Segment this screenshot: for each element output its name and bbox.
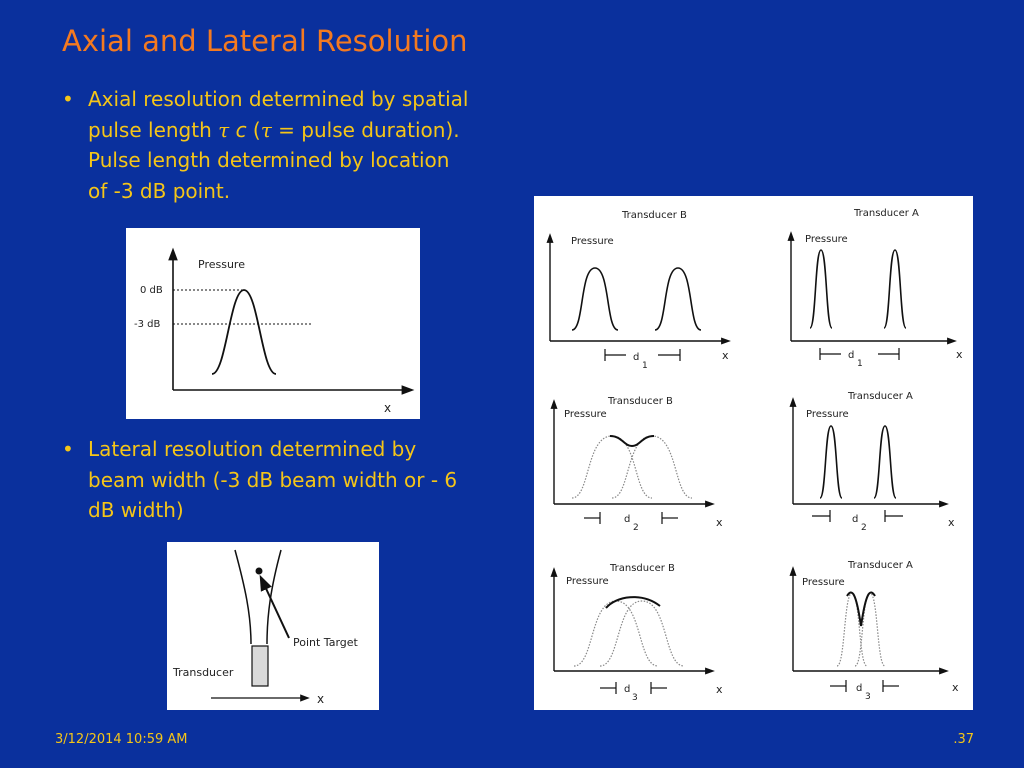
y-axis-label: Pressure (805, 234, 848, 245)
distance-label: d (856, 683, 862, 694)
x-axis-label: x (948, 516, 955, 529)
x-axis-label: x (716, 683, 723, 696)
combined-envelope (846, 591, 876, 627)
y-axis-label: Pressure (564, 409, 607, 420)
x-axis-label: x (317, 692, 324, 706)
distance-label: d (633, 352, 639, 363)
row-3: Transducer B Transducer A Pressure d 3 x… (550, 560, 959, 703)
distance-label: d (852, 514, 858, 525)
transducer-comparison-diagram: Transducer B Transducer A Pressure d 1 x… (546, 208, 963, 703)
x-axis-label: x (722, 349, 729, 362)
panel-title: Transducer A (847, 560, 913, 571)
x-axis-label: x (716, 516, 723, 529)
panel-title: Transducer B (609, 563, 675, 574)
narrow-pulse (873, 425, 897, 499)
x-axis-label: x (952, 681, 959, 694)
dotted-pulse (571, 435, 653, 499)
distance-subscript: 2 (861, 523, 867, 533)
combined-envelope (605, 596, 661, 609)
y-axis-label: Pressure (198, 258, 245, 271)
lateral-beam-diagram: Point Target Transducer x (172, 549, 359, 706)
bullet-line: Pulse length determined by location (88, 148, 450, 172)
dotted-pulse (573, 600, 659, 667)
y-axis-label: Pressure (571, 236, 614, 247)
transducer-label: Transducer (172, 666, 234, 679)
bullet-line-suffix: = pulse duration). (271, 117, 460, 142)
panel-title: Transducer A (853, 208, 919, 219)
bullet-line: Lateral resolution determined by (88, 437, 417, 461)
combined-envelope (609, 435, 655, 448)
bullet-line-prefix: pulse length (88, 117, 219, 142)
bullet-lateral: • Lateral resolution determined by beam … (62, 434, 522, 526)
y-axis-label: Pressure (802, 577, 845, 588)
distance-label: d (624, 684, 630, 695)
bullet-marker: • (62, 437, 74, 461)
bullet-text: Axial resolution determined by spatial p… (88, 84, 522, 206)
bullet-marker: • (62, 87, 74, 111)
bullet-line-mid: ( (246, 117, 261, 142)
distance-label: d (624, 514, 630, 525)
narrow-pulse (883, 249, 907, 329)
target-pointer-arrow (259, 574, 290, 639)
bullet-line: of -3 dB point. (88, 178, 231, 203)
narrow-pulse (819, 425, 843, 499)
tau-symbol: τ (218, 117, 230, 142)
bullet-line: Axial resolution determined by spatial (88, 87, 469, 111)
row-1: Transducer B Transducer A Pressure d 1 x… (546, 208, 963, 371)
pulse-curve (211, 289, 277, 375)
wide-pulse (571, 267, 619, 331)
y-axis-label: Pressure (566, 576, 609, 587)
distance-subscript: 2 (633, 523, 639, 533)
axial-pulse-figure: Pressure x 0 dB -3 dB (126, 228, 420, 419)
dotted-pulse (836, 592, 868, 667)
distance-subscript: 3 (632, 693, 638, 703)
panel-title: Transducer B (621, 210, 687, 221)
y-axis-label: Pressure (806, 409, 849, 420)
distance-label: d (848, 350, 854, 361)
bullet-line: dB width) (88, 498, 184, 522)
bullet-axial: • Axial resolution determined by spatial… (62, 84, 522, 206)
narrow-pulse (809, 249, 833, 329)
transducer-comparison-figure: Transducer B Transducer A Pressure d 1 x… (534, 196, 973, 710)
panel-title: Transducer A (847, 391, 913, 402)
axial-pulse-diagram: Pressure x 0 dB -3 dB (134, 247, 415, 415)
distance-subscript: 3 (865, 692, 871, 702)
transducer-element (251, 645, 269, 687)
footer-date: 3/12/2014 10:59 AM (55, 732, 188, 747)
level-0db-label: 0 dB (140, 285, 163, 296)
bullet-line: beam width (-3 dB beam width or - 6 (88, 467, 458, 492)
bullet-text: Lateral resolution determined by beam wi… (88, 434, 522, 526)
target-label: Point Target (293, 636, 359, 649)
slide-title: Axial and Lateral Resolution (62, 24, 468, 58)
wide-pulse (654, 267, 702, 331)
dotted-pulse (611, 435, 693, 499)
level-3db-label: -3 dB (134, 319, 160, 330)
panel-title: Transducer B (607, 396, 673, 407)
row-2: Transducer B Transducer A Pressure d 2 x… (550, 391, 955, 533)
dotted-pulse (599, 600, 685, 667)
footer-page-number: .37 (953, 732, 974, 747)
beam-left-edge (234, 549, 252, 645)
distance-subscript: 1 (642, 361, 648, 371)
x-axis-label: x (384, 401, 391, 415)
x-axis-label: x (956, 348, 963, 361)
point-target (255, 567, 263, 575)
distance-subscript: 1 (857, 359, 863, 369)
lateral-beam-figure: Point Target Transducer x (167, 542, 379, 710)
c-symbol: c (235, 117, 247, 142)
tau-symbol: τ (260, 117, 272, 142)
